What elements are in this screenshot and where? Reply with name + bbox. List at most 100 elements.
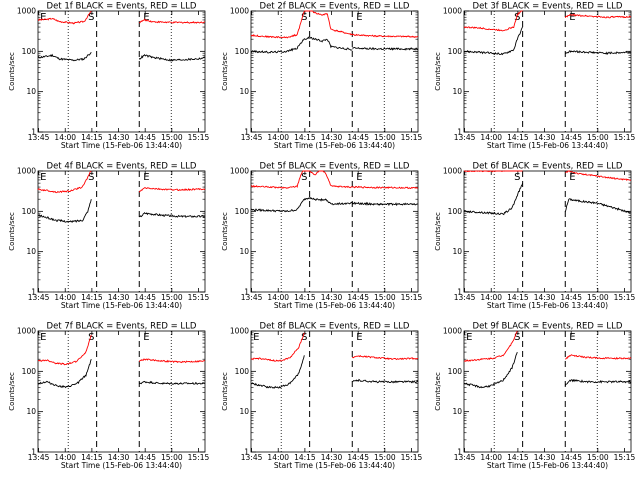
plot-frame <box>37 10 206 133</box>
lld-series-line <box>250 332 305 362</box>
x-tick-label: 14:00 <box>54 293 76 302</box>
panel-svg: Det 1f BLACK = Events, RED = LLD 1 10 100 10… <box>8 2 210 151</box>
y-tick-label: 1 <box>31 448 36 457</box>
y-tick-label: 1 <box>244 288 249 297</box>
x-tick-label: 15:00 <box>161 453 183 462</box>
events-series-line <box>250 355 305 389</box>
segment-marker: S <box>88 172 94 183</box>
segment-marker: S <box>514 332 520 343</box>
x-tick-label: 14:15 <box>507 453 529 462</box>
x-tick-label: 15:15 <box>188 133 210 142</box>
panel-svg: Det 4f BLACK = Events, RED = LLD 1 10 100 10… <box>8 162 210 311</box>
panel-title: Det 6f BLACK = Events, RED = LLD <box>473 162 623 172</box>
segment-marker: E <box>356 332 362 343</box>
x-tick-label: 14:45 <box>134 133 156 142</box>
events-series-line <box>250 197 310 213</box>
events-series-line <box>139 211 206 218</box>
x-tick-label: 14:30 <box>108 133 130 142</box>
lld-series-line <box>250 10 310 39</box>
x-axis-label: Start Time (15-Feb-06 13:44:40) <box>274 461 395 470</box>
segment-marker: E <box>356 172 362 183</box>
segment-marker: S <box>301 332 307 343</box>
segment-marker: E <box>40 332 46 343</box>
x-tick-label: 14:45 <box>134 293 156 302</box>
x-axis-label: Start Time (15-Feb-06 13:44:40) <box>274 141 395 150</box>
events-series-line <box>309 36 353 51</box>
events-series-line <box>463 26 523 56</box>
x-tick-label: 14:15 <box>294 133 316 142</box>
x-tick-label: 14:45 <box>347 453 369 462</box>
y-tick-label: 10 <box>26 247 36 256</box>
x-tick-label: 14:45 <box>560 133 582 142</box>
plot-frame <box>37 170 206 293</box>
lld-series-line <box>309 170 353 189</box>
y-axis-label: Counts/sec <box>221 212 229 251</box>
events-series-line <box>250 36 310 54</box>
panel-svg: Det 2f BLACK = Events, RED = LLD 1 10 100 10… <box>221 2 423 151</box>
panel-svg: Det 3f BLACK = Events, RED = LLD 1 10 100 10… <box>434 2 636 151</box>
x-tick-label: 14:00 <box>267 133 289 142</box>
lld-series-line <box>250 170 310 189</box>
lld-series-line <box>139 18 206 24</box>
x-axis-label: Start Time (15-Feb-06 13:44:40) <box>61 141 182 150</box>
x-tick-label: 13:45 <box>28 133 50 142</box>
x-tick-label: 14:45 <box>347 293 369 302</box>
y-tick-label: 1000 <box>230 167 249 176</box>
x-tick-label: 13:45 <box>454 133 476 142</box>
y-tick-label: 100 <box>22 47 37 56</box>
detector-panel-3: Det 3f BLACK = Events, RED = LLD 1 10 100 10… <box>426 0 639 160</box>
plot-frame <box>250 170 419 293</box>
panel-svg: Det 8f BLACK = Events, RED = LLD 1 10 100 10… <box>221 322 423 471</box>
plot-frame <box>463 170 632 293</box>
y-tick-label: 100 <box>448 367 463 376</box>
x-tick-label: 15:00 <box>587 453 609 462</box>
x-tick-label: 14:00 <box>54 453 76 462</box>
detector-panel-7: Det 7f BLACK = Events, RED = LLD 1 10 100 10… <box>0 320 213 480</box>
lld-series-line <box>352 185 419 190</box>
y-axis-label: Counts/sec <box>221 372 229 411</box>
segment-marker: S <box>301 172 307 183</box>
y-tick-label: 100 <box>22 207 37 216</box>
y-axis-label: Counts/sec <box>434 212 442 251</box>
lld-series-line <box>37 10 92 25</box>
x-axis-label: Start Time (15-Feb-06 13:44:40) <box>487 301 608 310</box>
x-tick-label: 14:00 <box>480 293 502 302</box>
x-tick-label: 15:15 <box>401 453 423 462</box>
events-series-line <box>138 380 206 385</box>
y-tick-label: 100 <box>448 47 463 56</box>
x-tick-label: 13:45 <box>454 453 476 462</box>
lld-series-line <box>564 13 631 19</box>
x-tick-label: 13:45 <box>241 293 263 302</box>
x-tick-label: 15:15 <box>188 293 210 302</box>
y-tick-label: 1 <box>244 128 249 137</box>
x-tick-label: 15:00 <box>374 293 396 302</box>
y-tick-label: 100 <box>448 207 463 216</box>
x-tick-label: 14:00 <box>267 293 289 302</box>
events-series-line <box>352 47 419 51</box>
y-tick-label: 1 <box>457 128 462 137</box>
x-tick-label: 15:15 <box>614 133 636 142</box>
y-tick-label: 1 <box>31 128 36 137</box>
detector-panel-4: Det 4f BLACK = Events, RED = LLD 1 10 100 10… <box>0 160 213 320</box>
x-tick-label: 14:15 <box>294 453 316 462</box>
lld-series-line <box>565 170 632 181</box>
events-series-line <box>351 201 419 207</box>
y-axis-label: Counts/sec <box>8 52 16 91</box>
y-tick-label: 10 <box>239 407 249 416</box>
x-tick-label: 14:00 <box>54 133 76 142</box>
lld-series-line <box>38 334 92 366</box>
plot-frame <box>250 330 419 453</box>
events-series-line <box>463 351 518 389</box>
y-tick-label: 1000 <box>17 7 36 16</box>
panel-title: Det 3f BLACK = Events, RED = LLD <box>473 2 623 12</box>
events-series-line <box>37 359 92 389</box>
x-tick-label: 15:15 <box>401 133 423 142</box>
events-series-line <box>564 378 632 386</box>
y-tick-label: 1 <box>457 448 462 457</box>
x-tick-label: 13:45 <box>28 453 50 462</box>
lld-series-line <box>138 187 206 193</box>
x-tick-label: 15:15 <box>188 453 210 462</box>
y-tick-label: 1000 <box>443 327 462 336</box>
x-axis-label: Start Time (15-Feb-06 13:44:40) <box>61 301 182 310</box>
panel-title: Det 9f BLACK = Events, RED = LLD <box>473 322 623 332</box>
